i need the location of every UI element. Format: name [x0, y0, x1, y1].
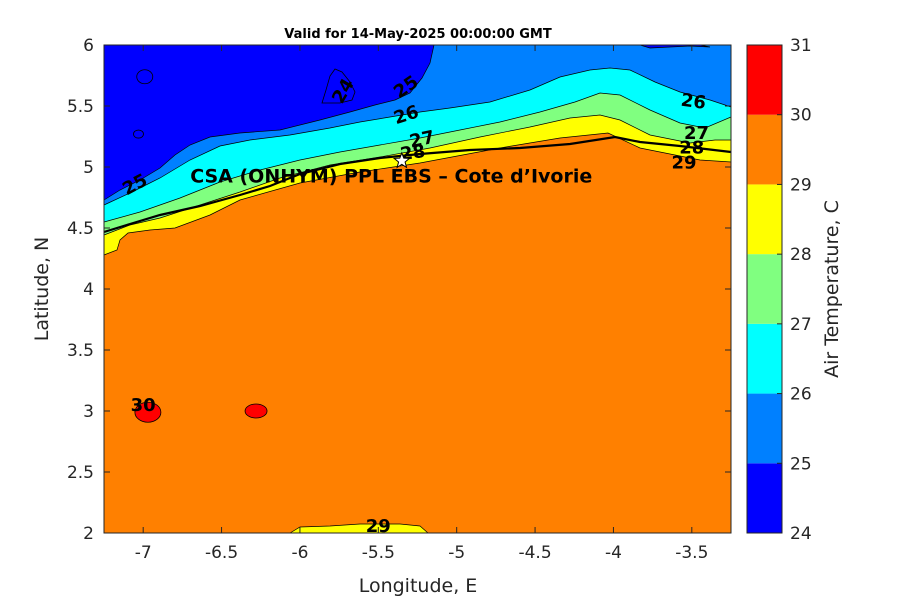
- x-tick-label: -6.5: [205, 543, 238, 563]
- contour-label: 29: [671, 152, 696, 173]
- colorbar-tick-label: 24: [790, 524, 812, 544]
- x-tick-label: -7: [135, 543, 152, 563]
- colorbar-tick-label: 27: [790, 315, 812, 335]
- y-tick-label: 6: [83, 36, 94, 56]
- colorbar-tick-label: 25: [790, 454, 812, 474]
- contour-label: 27: [684, 123, 709, 144]
- contour-label: 30: [131, 395, 156, 416]
- y-tick-label: 5.5: [67, 97, 94, 117]
- x-tick-label: -6: [291, 543, 308, 563]
- coastline: [103, 135, 732, 234]
- contour-label: 27: [408, 127, 437, 153]
- colorbar-swatch: [747, 254, 782, 324]
- y-tick-label: 4.5: [67, 219, 94, 239]
- x-tick-label: -5: [448, 543, 465, 563]
- x-axis: -7 -6.5 -6 -5.5 -5 -4.5 -4 -3.5: [135, 45, 708, 563]
- x-tick-label: -5.5: [362, 543, 395, 563]
- cold-cell-contour: [136, 69, 154, 85]
- colorbar-swatch: [747, 323, 782, 394]
- colorbar-tick-label: 29: [790, 175, 812, 195]
- colorbar-swatch: [747, 393, 782, 464]
- contour-label: 28: [679, 138, 704, 159]
- site-star-marker: [392, 151, 411, 169]
- colorbar: 24 25 26 27 28 29 30 31: [746, 36, 812, 544]
- colorbar-tick-label: 26: [790, 385, 812, 405]
- x-tick-label: -4.5: [518, 543, 551, 563]
- warm-cell-30: [244, 403, 268, 419]
- y-tick-label: 5: [83, 158, 94, 178]
- y-tick-label: 2.5: [67, 463, 94, 483]
- y-axis-label: Latitude, N: [31, 237, 53, 342]
- colorbar-tick-label: 31: [790, 36, 812, 56]
- colorbar-swatch: [747, 463, 782, 533]
- x-tick-label: -3.5: [675, 543, 708, 563]
- site-annotation: CSA (ONHYM) PPL EBS – Cote d’Ivorie: [190, 166, 592, 188]
- band-24-25: [103, 44, 435, 201]
- band-28-29-south: [288, 523, 429, 534]
- chart-title: Valid for 14-May-2025 00:00:00 GMT: [284, 27, 552, 42]
- x-tick-label: -4: [605, 543, 622, 563]
- colorbar-label: Air Temperature, C: [821, 200, 843, 378]
- y-tick-label: 2: [83, 524, 94, 544]
- y-tick-label: 3: [83, 402, 94, 422]
- colorbar-tick-label: 30: [790, 106, 812, 126]
- colorbar-swatch: [747, 45, 782, 115]
- cold-cell-contour: [133, 129, 144, 139]
- colorbar-tick-label: 28: [790, 245, 812, 265]
- x-axis-label: Longitude, E: [359, 575, 478, 597]
- y-axis: 2 2.5 3 3.5 4 4.5 5 5.5 6: [67, 36, 731, 544]
- y-tick-label: 4: [83, 280, 94, 300]
- contour-label: 29: [366, 516, 391, 537]
- contour-24-line: [321, 68, 356, 104]
- contour-label: 26: [680, 90, 708, 114]
- colorbar-border: [746, 44, 783, 534]
- colorbar-swatch: [747, 184, 782, 255]
- y-tick-label: 3.5: [67, 341, 94, 361]
- colorbar-swatch: [747, 114, 782, 185]
- warm-cell-30: [134, 401, 162, 423]
